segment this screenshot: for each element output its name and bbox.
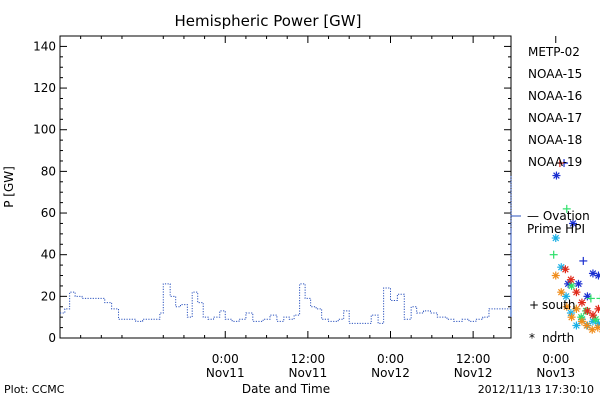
x-tick-date: Nov12 (371, 366, 410, 380)
noaa-16-north-marker (551, 234, 560, 243)
noaa-19-south-marker (555, 159, 564, 168)
legend-noaa-15: NOAA-15 (528, 67, 582, 81)
legend-metp-02: METP-02 (528, 45, 580, 59)
noaa-15-north-marker (583, 292, 592, 301)
noaa-15-north-marker (552, 171, 561, 180)
noaa-16-north-marker (572, 321, 581, 330)
x-tick-time: 0:00 (377, 352, 404, 366)
noaa-18-north-marker (582, 321, 591, 330)
noaa-19-north-marker (566, 275, 575, 284)
plot-frame (59, 35, 512, 339)
y-tick-label: 120 (33, 81, 56, 95)
y-tick-label: 140 (33, 39, 56, 53)
noaa-17-south-marker (549, 250, 558, 259)
noaa-15-south-marker (579, 256, 588, 265)
noaa-18-north-marker (572, 304, 581, 313)
y-tick-label: 20 (41, 289, 56, 303)
y-tick-label: 60 (41, 206, 56, 220)
marker-legend-south-label: south (542, 298, 576, 312)
noaa-19-north-marker (594, 304, 600, 313)
y-axis-label: P [GW] (2, 166, 16, 208)
noaa-18-north-marker (567, 313, 576, 322)
x-axis: 0:00Nov1112:00Nov110:00Nov1212:00Nov120:… (80, 36, 575, 380)
legend: METP-02 NOAA-15 NOAA-16 NOAA-17 NOAA-18 NOAA-… (528, 45, 582, 169)
noaa-18-north-marker (557, 288, 566, 297)
x-axis-label: Date and Time (242, 382, 330, 396)
noaa-17-north-marker (567, 281, 576, 290)
ovation-legend-line2: Prime HPI (527, 222, 585, 236)
legend-noaa-18: NOAA-18 (528, 133, 582, 147)
x-tick-time: 0:00 (542, 352, 569, 366)
marker-legend-north-label: north (542, 331, 574, 345)
noaa-19-north-marker (577, 298, 586, 307)
footer-timestamp: 2012/11/13 17:30:10 (478, 383, 594, 396)
y-tick-label: 0 (48, 331, 56, 345)
noaa-17-north-marker (591, 315, 600, 324)
footer-credit: Plot: CCMC (4, 383, 65, 396)
y-tick-label: 100 (33, 123, 56, 137)
x-tick-date: Nov11 (289, 366, 328, 380)
satellite-markers (549, 159, 600, 335)
ovation-legend-line1: — Ovation (527, 209, 590, 223)
noaa-17-south-marker (586, 294, 595, 303)
noaa-17-south-marker (596, 294, 600, 303)
noaa-15-north-marker (574, 279, 583, 288)
x-tick-date: Nov13 (536, 366, 575, 380)
x-tick-time: 12:00 (291, 352, 326, 366)
noaa-15-north-marker (594, 271, 600, 280)
y-tick-label: 40 (41, 248, 56, 262)
legend-noaa-19: NOAA-19 (528, 155, 582, 169)
legend-noaa-17: NOAA-17 (528, 111, 582, 125)
noaa-19-north-marker (561, 265, 570, 274)
x-tick-date: Nov12 (454, 366, 493, 380)
ovation-series (60, 175, 521, 324)
chart-title: Hemispheric Power [GW] (175, 12, 362, 30)
noaa-18-north-marker (551, 271, 560, 280)
marker-legend-north-symbol: * (529, 331, 535, 345)
noaa-19-north-marker (583, 306, 592, 315)
noaa-19-north-marker (588, 311, 597, 320)
noaa-19-north-marker (572, 288, 581, 297)
y-tick-label: 80 (41, 164, 56, 178)
noaa-18-north-marker (562, 302, 571, 311)
x-tick-date: Nov11 (206, 366, 245, 380)
legend-noaa-16: NOAA-16 (528, 89, 582, 103)
noaa-17-south-marker (562, 204, 571, 213)
ovation-hpi-line (60, 175, 512, 324)
x-tick-time: 12:00 (456, 352, 491, 366)
x-tick-time: 0:00 (212, 352, 239, 366)
y-axis: 0 20 40 60 80 100 120 140 (33, 39, 511, 345)
noaa-15-north-marker (568, 219, 577, 228)
marker-legend-south-symbol: + (529, 298, 539, 312)
